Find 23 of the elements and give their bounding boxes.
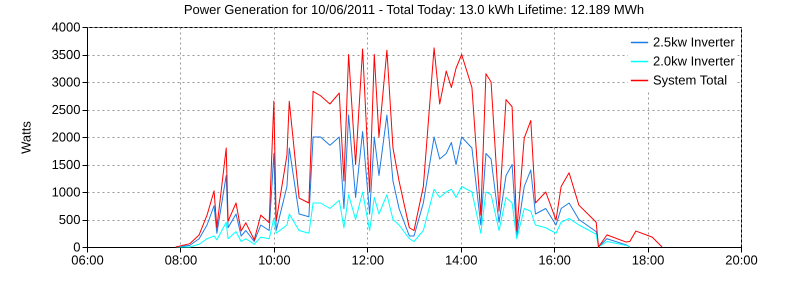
y-tick-label: 0	[73, 240, 80, 254]
y-tick-label: 2500	[52, 102, 80, 117]
y-tick-label: 4000	[52, 20, 80, 34]
y-tick-label: 500	[58, 212, 80, 227]
y-tick-label: 2000	[52, 130, 80, 144]
y-tick-label: 1000	[52, 184, 80, 200]
x-tick-label: 08:00	[164, 252, 198, 268]
x-tick-label: 18:00	[632, 252, 664, 268]
chart-title: Power Generation for 10/06/2011 - Total Today: 13.0 kWh Lifetime: 12.189 MWh	[184, 2, 644, 17]
x-tick-label: 20:00	[725, 252, 758, 268]
y-tick-label: 3000	[52, 74, 80, 90]
line-series	[175, 186, 630, 248]
legend-label: 2.5kw Inverter	[653, 34, 736, 50]
x-tick-label: 10:00	[258, 252, 291, 268]
legend-label: System Total	[653, 72, 728, 88]
x-tick-label: 14:00	[444, 252, 478, 268]
legend-label: 2.0kw Inverter	[653, 54, 736, 68]
y-tick-label: 1500	[52, 157, 80, 172]
x-tick-label: 06:00	[71, 252, 104, 268]
x-tick-label: 12:00	[352, 252, 384, 268]
y-axis-title: Watts	[18, 120, 34, 154]
x-tick-label: 16:00	[538, 252, 571, 268]
y-tick-label: 3500	[52, 47, 80, 62]
